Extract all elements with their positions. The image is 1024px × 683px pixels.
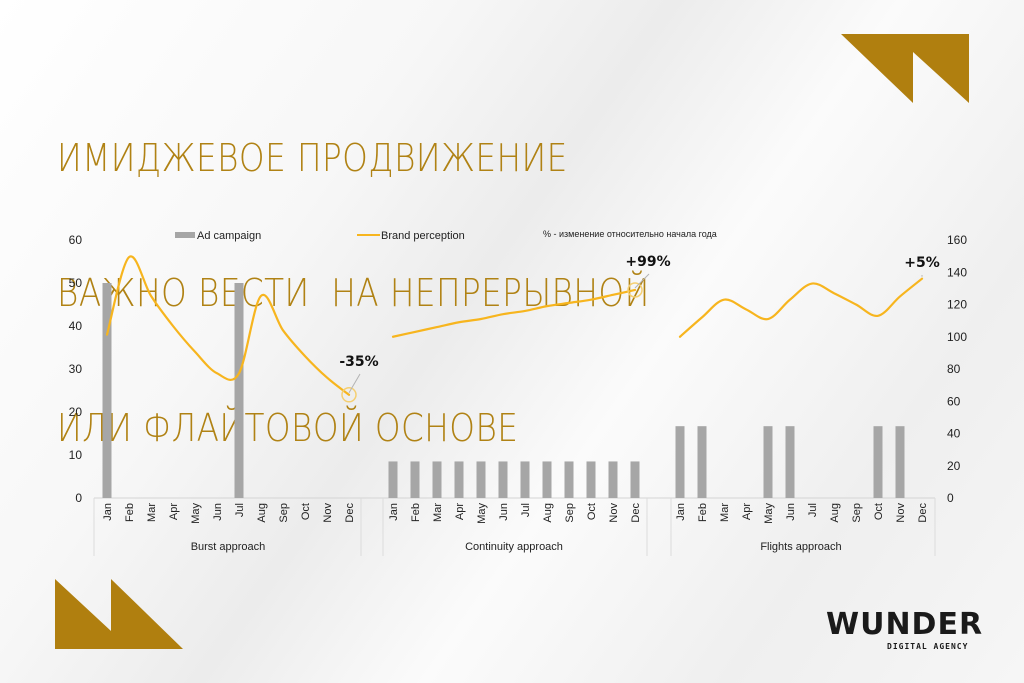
ad-campaign-bar <box>763 426 773 498</box>
ad-campaign-bar <box>564 461 574 498</box>
ad-campaign-bar <box>520 461 530 498</box>
ad-campaign-bar <box>873 426 883 498</box>
month-label: Jul <box>520 503 532 517</box>
logo-wordmark: WUNDER <box>826 607 984 642</box>
left-axis-tick: 60 <box>69 233 83 247</box>
ad-campaign-bar <box>476 461 486 498</box>
ad-campaign-bar <box>410 461 420 498</box>
group-label: Flights approach <box>760 541 841 553</box>
month-label: Apr <box>454 503 466 520</box>
month-label: Apr <box>741 503 753 520</box>
ad-campaign-bar <box>697 426 707 498</box>
month-label: Jul <box>234 503 246 517</box>
ad-campaign-bar <box>895 426 905 498</box>
month-label: Sep <box>851 503 863 523</box>
month-label: Mar <box>719 503 731 522</box>
month-label: Jan <box>102 503 114 521</box>
legend-bar-swatch-icon <box>175 232 195 238</box>
month-label: Nov <box>895 503 907 523</box>
month-label: Apr <box>168 503 180 520</box>
month-label: Dec <box>917 503 929 523</box>
ad-campaign-bar <box>454 461 464 498</box>
month-label: Aug <box>256 503 268 523</box>
chart-note: % - изменение относительно начала года <box>543 229 717 239</box>
month-label: Dec <box>630 503 642 523</box>
month-label: Aug <box>542 503 554 523</box>
legend-brand-perception: Brand perception <box>381 230 465 242</box>
month-label: Jan <box>675 503 687 521</box>
wunder-logo: WUNDER DIGITAL AGENCY <box>826 607 984 652</box>
ad-campaign-bar <box>785 426 795 498</box>
month-label: May <box>190 503 202 524</box>
arrow-decoration-bottom-left-icon <box>55 579 183 649</box>
month-label: Aug <box>829 503 841 523</box>
endpoint-marker-icon <box>341 387 357 403</box>
month-label: Feb <box>124 503 136 522</box>
month-label: Jun <box>785 503 797 521</box>
month-label: Jun <box>212 503 224 521</box>
change-annotation: +5% <box>904 255 940 271</box>
endpoint-marker-icon <box>627 282 643 298</box>
change-annotation: +99% <box>625 254 670 270</box>
month-label: Mar <box>432 503 444 522</box>
left-axis-tick: 30 <box>69 362 83 376</box>
right-axis-tick: 120 <box>947 298 967 312</box>
ad-campaign-bar <box>388 461 398 498</box>
ad-campaign-bar <box>630 461 640 498</box>
month-label: Oct <box>300 503 312 520</box>
ad-campaign-bar <box>432 461 442 498</box>
month-label: May <box>476 503 488 524</box>
month-label: Sep <box>564 503 576 523</box>
change-annotation: -35% <box>339 354 378 370</box>
right-axis-tick: 100 <box>947 330 967 344</box>
ad-campaign-bar <box>608 461 618 498</box>
left-axis-tick: 40 <box>69 319 83 333</box>
title-line-3: ИЛИ ФЛАЙТОВОЙ ОСНОВЕ <box>57 406 519 450</box>
month-label: Jun <box>498 503 510 521</box>
left-axis-tick: 10 <box>69 448 83 462</box>
left-axis-tick: 50 <box>69 276 83 290</box>
group-label: Burst approach <box>191 541 266 553</box>
month-label: May <box>763 503 775 524</box>
ad-campaign-bar <box>675 426 685 498</box>
ad-campaign-bar <box>234 283 244 498</box>
month-label: Nov <box>608 503 620 523</box>
ad-campaign-bar <box>102 283 112 498</box>
month-label: Mar <box>146 503 158 522</box>
brand-perception-line <box>678 277 924 338</box>
title-line-1: ИМИДЖЕВОЕ ПРОДВИЖЕНИЕ <box>57 136 568 180</box>
brand-perception-line <box>105 255 351 396</box>
annotation-leader <box>634 273 650 289</box>
month-label: Sep <box>278 503 290 523</box>
month-label: Feb <box>410 503 422 522</box>
left-axis-tick: 20 <box>69 405 83 419</box>
right-axis-tick: 60 <box>947 394 961 408</box>
month-label: Jul <box>807 503 819 517</box>
month-label: Oct <box>873 503 885 520</box>
legend-ad-campaign: Ad campaign <box>197 230 261 242</box>
ad-campaign-bar <box>586 461 596 498</box>
right-axis-tick: 80 <box>947 362 961 376</box>
right-axis-tick: 20 <box>947 459 961 473</box>
logo-tagline: DIGITAL AGENCY <box>887 642 969 651</box>
arrow-decoration-top-right-icon <box>841 34 969 103</box>
page-title: ИМИДЖЕВОЕ ПРОДВИЖЕНИЕ ВАЖНО ВЕСТИ НА НЕП… <box>57 46 650 496</box>
month-label: Oct <box>586 503 598 520</box>
right-axis-tick: 140 <box>947 265 967 279</box>
month-label: Nov <box>322 503 334 523</box>
right-axis-tick: 0 <box>947 491 954 505</box>
right-axis-tick: 40 <box>947 427 961 441</box>
month-label: Dec <box>344 503 356 523</box>
title-line-2: ВАЖНО ВЕСТИ НА НЕПРЕРЫВНОЙ <box>57 271 650 315</box>
ad-campaign-bar <box>498 461 508 498</box>
annotation-leader <box>348 373 361 394</box>
month-label: Jan <box>388 503 400 521</box>
group-label: Continuity approach <box>465 541 563 553</box>
ad-campaign-bar <box>542 461 552 498</box>
left-axis-tick: 0 <box>75 491 82 505</box>
brand-perception-line <box>391 288 637 338</box>
month-label: Feb <box>697 503 709 522</box>
right-axis-tick: 160 <box>947 233 967 247</box>
